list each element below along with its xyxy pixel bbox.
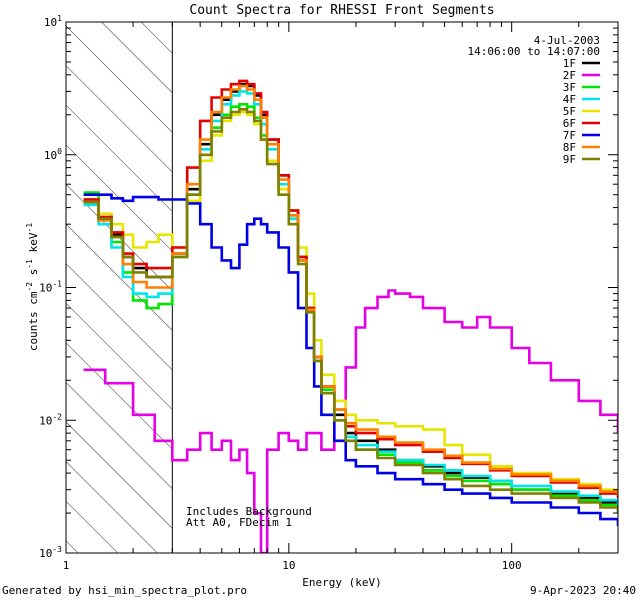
chart-title: Count Spectra for RHESSI Front Segments [189, 3, 494, 18]
legend-label-8F: 8F [563, 141, 576, 154]
series-9F-line [83, 108, 618, 513]
x-tick-label: 100 [502, 559, 522, 572]
footer-timestamp: 9-Apr-2023 20:40 [530, 584, 636, 597]
y-tick-base: 10 [39, 414, 52, 427]
y-tick-label: 10-2 [39, 412, 62, 427]
y-tick-base: 10 [44, 16, 57, 29]
x-tick-label: 10 [282, 559, 295, 572]
y-tick-exponent: 0 [57, 147, 62, 156]
y-label-part: s [27, 269, 40, 282]
y-tick-exponent: 1 [57, 14, 62, 23]
legend-label-9F: 9F [563, 153, 576, 166]
legend-label-4F: 4F [563, 93, 576, 106]
y-tick-label: 10-3 [39, 545, 62, 560]
y-tick-label: 10-1 [39, 280, 62, 295]
annotation-background: Includes Background [186, 505, 312, 518]
y-label-exp: -1 [25, 223, 34, 233]
series-7F-line [83, 193, 618, 526]
y-tick-label: 100 [44, 147, 62, 162]
annotation-attenuator: Att A0, FDecim 1 [186, 516, 292, 529]
legend-label-7F: 7F [563, 129, 576, 142]
y-label-part: counts cm [27, 291, 40, 351]
legend-label-2F: 2F [563, 69, 576, 82]
legend-label-1F: 1F [563, 57, 576, 70]
legend-time-range: 14:06:00 to 14:07:00 [468, 45, 600, 58]
y-tick-exponent: -2 [52, 412, 62, 421]
y-tick-exponent: -1 [52, 280, 62, 289]
y-tick-base: 10 [44, 149, 57, 162]
y-axis-label: counts cm-2 s-1 keV-1 [25, 223, 40, 351]
series-2F-line [83, 289, 618, 553]
y-label-part: keV [27, 232, 40, 259]
legend-label-5F: 5F [563, 105, 576, 118]
y-tick-label: 101 [44, 14, 62, 29]
legend-label-6F: 6F [563, 117, 576, 130]
y-label-exp: -1 [25, 259, 34, 269]
legend-date: 4-Jul-2003 [534, 34, 600, 47]
x-axis-label: Energy (keV) [302, 576, 381, 589]
y-tick-base: 10 [39, 282, 52, 295]
y-tick-base: 10 [39, 547, 52, 560]
x-tick-label: 1 [63, 559, 70, 572]
footer-generated-by: Generated by hsi_min_spectra_plot.pro [2, 584, 247, 597]
series-group [83, 79, 618, 553]
y-label-exp: -2 [25, 282, 34, 292]
legend-label-3F: 3F [563, 81, 576, 94]
y-tick-exponent: -3 [52, 545, 62, 554]
